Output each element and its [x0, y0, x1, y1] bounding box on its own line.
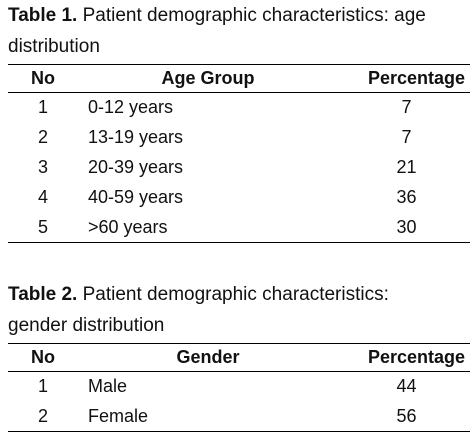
data-table: No Gender Percentage 1 Male 44 2 Female 56	[8, 343, 470, 432]
table-body: 1 0-12 years 7 2 13-19 years 7 3 20-39 years 21 4…	[8, 93, 470, 243]
table-cell: Female	[88, 405, 149, 426]
table-cell: 1	[37, 376, 48, 397]
table-row: 3 20-39 years 21	[8, 153, 470, 183]
table-row: 1 Male 44	[8, 372, 470, 402]
table-cell: 0-12 years	[88, 97, 174, 118]
table-cell: 4	[37, 187, 48, 207]
column-header: Percentage	[338, 64, 470, 93]
table-cell: 1	[37, 97, 48, 118]
table-cell: 2	[37, 127, 48, 147]
table-row: 1 0-12 years 7	[8, 93, 470, 123]
caption-text: Patient demographic characteristics: gen…	[8, 284, 389, 336]
column-header: No	[8, 64, 78, 93]
spacer	[8, 243, 465, 279]
table-row: 2 Female 56	[8, 402, 470, 432]
table-cell: 20-39 years	[88, 157, 184, 177]
document: Table 1. Patient demographic characteris…	[8, 0, 470, 432]
table-caption: Table 2. Patient demographic characteris…	[8, 279, 453, 341]
table-head: No Age Group Percentage	[8, 64, 470, 93]
table-label: Table 1.	[8, 5, 78, 26]
header-row: No Gender Percentage	[8, 343, 470, 372]
table-row: 2 13-19 years 7	[8, 123, 470, 153]
table-cell: 36	[396, 187, 417, 207]
table-caption: Table 1. Patient demographic characteris…	[8, 0, 453, 62]
table-cell: 2	[37, 405, 48, 426]
column-header: Gender	[78, 343, 338, 372]
column-header: No	[8, 343, 78, 372]
column-header: Age Group	[78, 64, 338, 93]
table-label: Table 2.	[8, 284, 78, 305]
data-table: No Age Group Percentage 1 0-12 years 7 2 13-19 …	[8, 64, 470, 243]
table-cell: 56	[396, 405, 417, 426]
table-cell: 13-19 years	[88, 127, 184, 147]
table-row: 4 40-59 years 36	[8, 183, 470, 213]
column-header: Percentage	[338, 343, 470, 372]
table-cell: 5	[37, 216, 48, 237]
table-cell: 30	[396, 216, 417, 237]
table-cell: 7	[401, 97, 412, 118]
table-cell: 40-59 years	[88, 187, 184, 207]
table-cell: 7	[401, 127, 412, 147]
table-head: No Gender Percentage	[8, 343, 470, 372]
table-cell: Male	[88, 376, 128, 397]
table-body: 1 Male 44 2 Female 56	[8, 372, 470, 432]
table-cell: >60 years	[88, 216, 168, 237]
table-cell: 21	[396, 157, 417, 177]
table-cell: 44	[396, 376, 417, 397]
caption-text: Patient demographic characteristics: age…	[8, 5, 426, 57]
header-row: No Age Group Percentage	[8, 64, 470, 93]
table-cell: 3	[37, 157, 48, 177]
table-row: 5 >60 years 30	[8, 213, 470, 243]
